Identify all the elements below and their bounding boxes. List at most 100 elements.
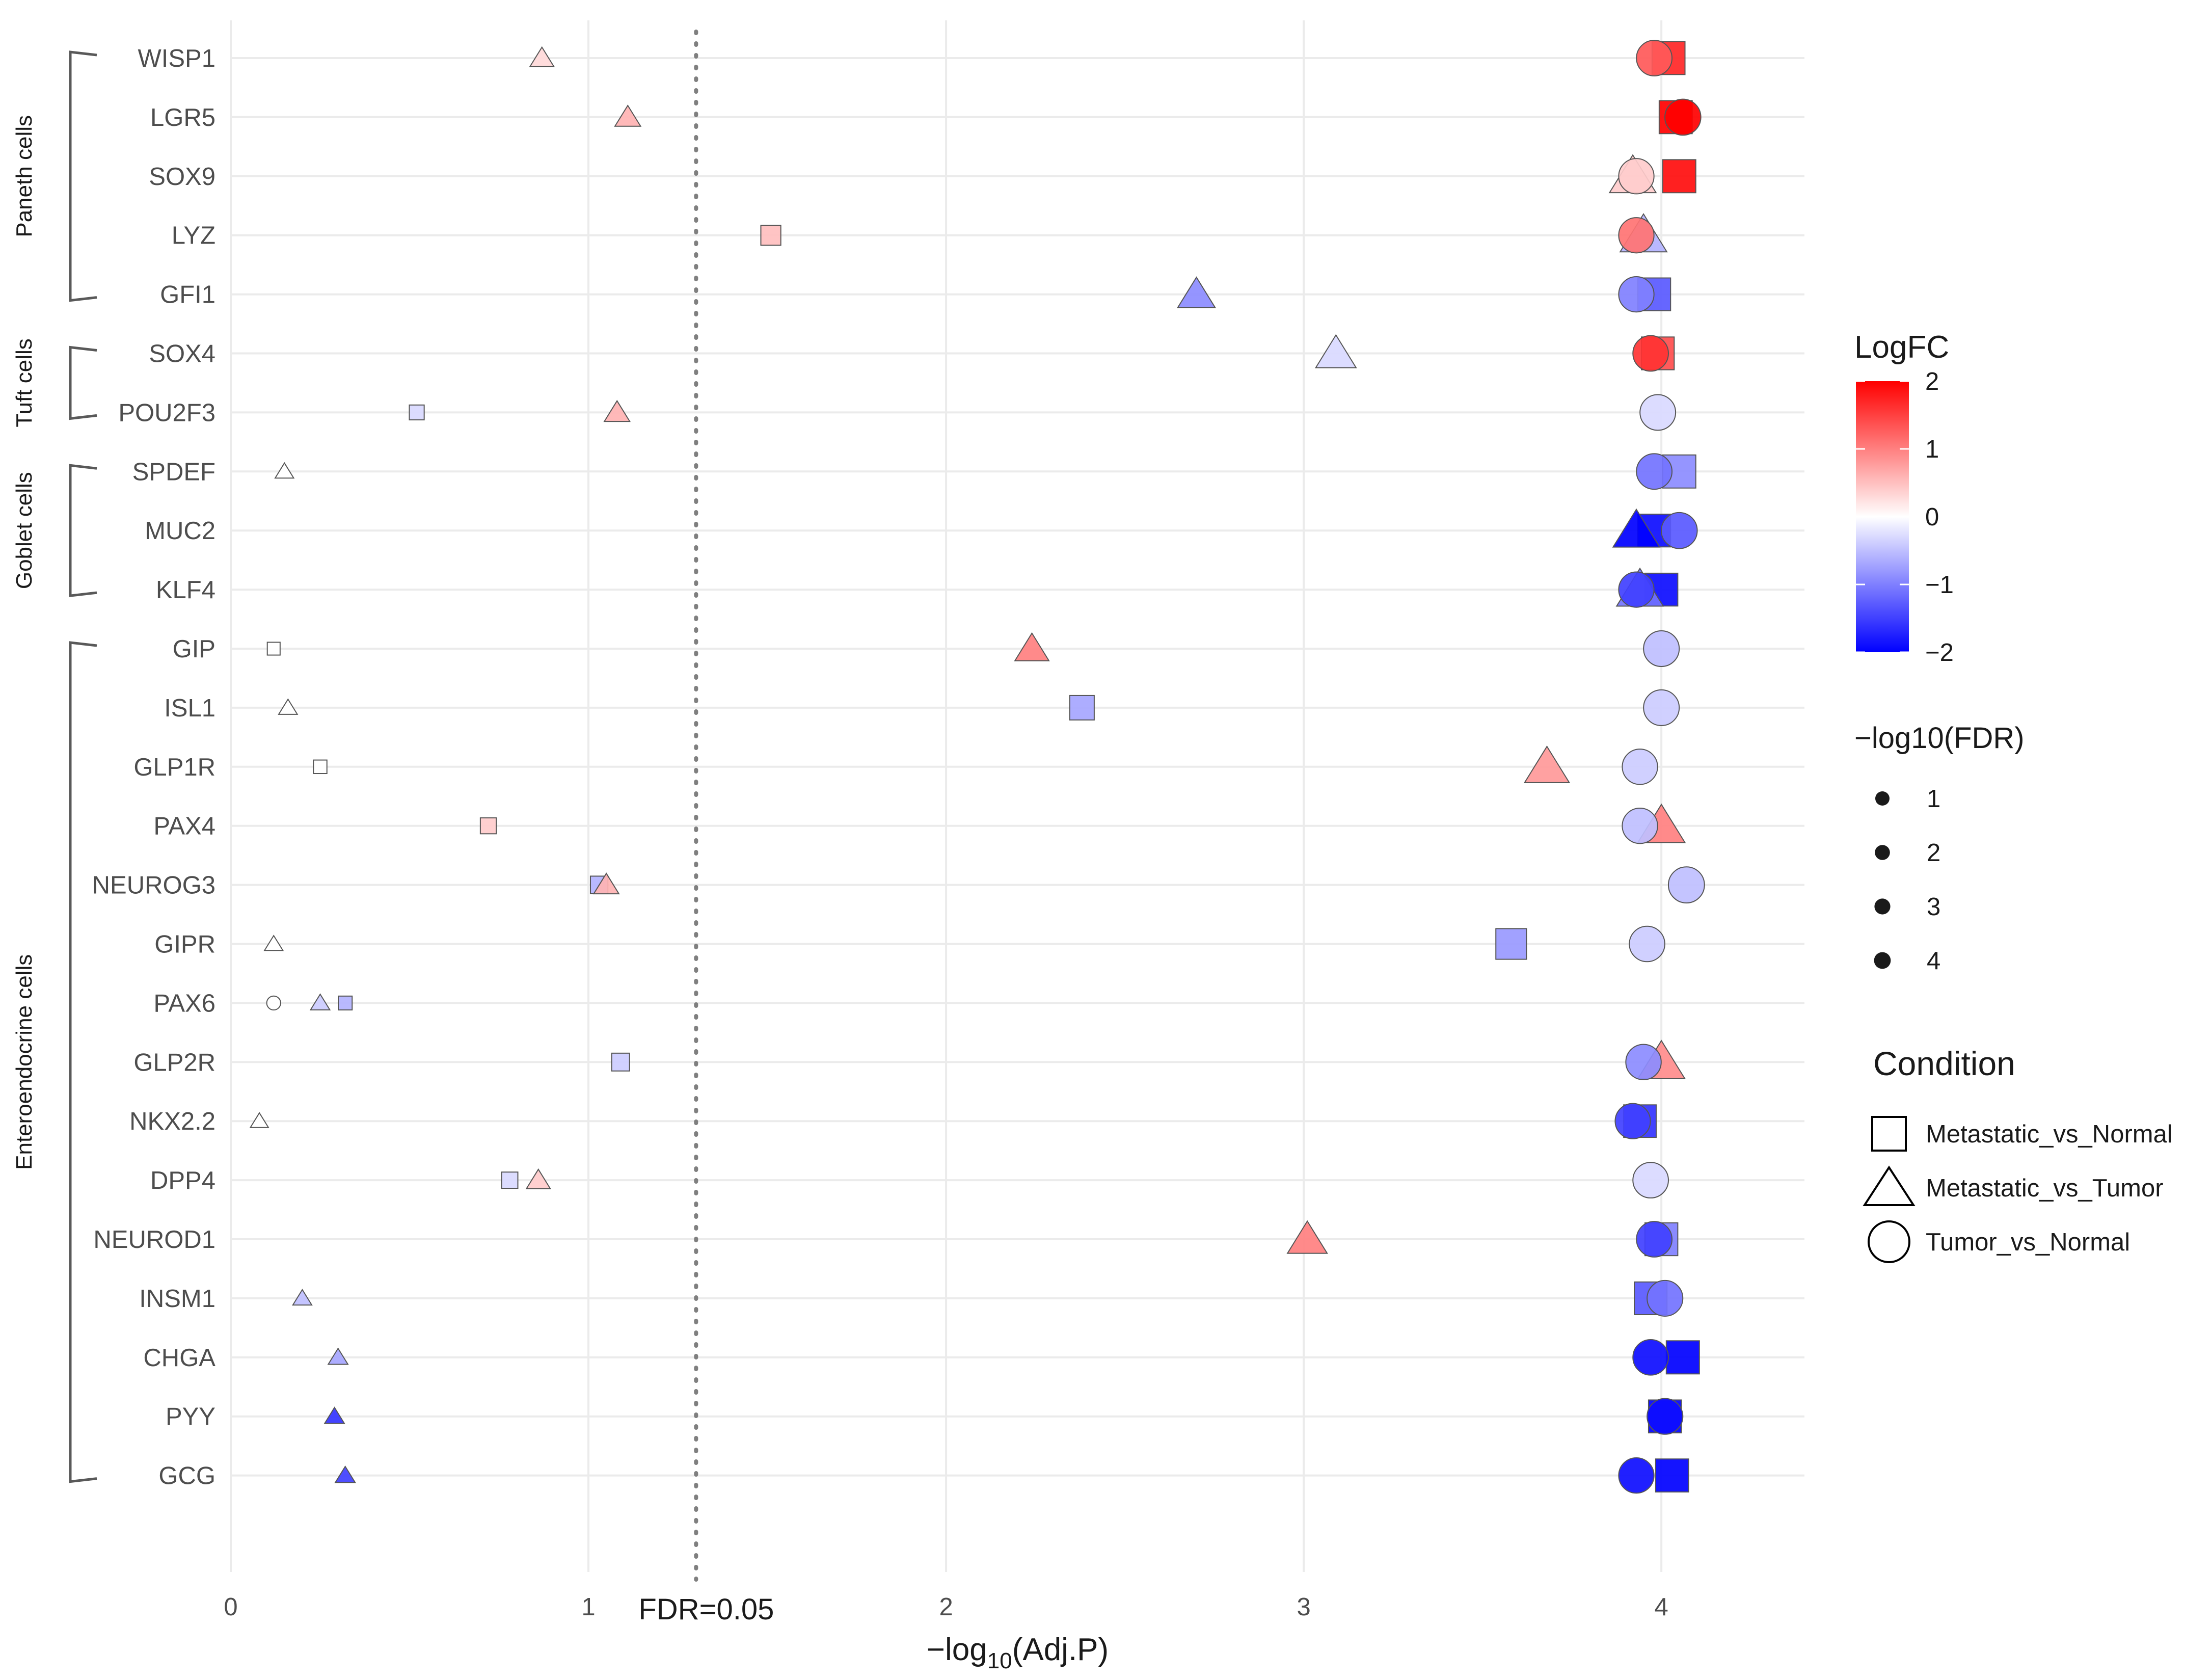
gene-label: INSM1: [139, 1285, 215, 1313]
colorbar-tick-label: 0: [1925, 503, 1939, 531]
point-glp1r-circle: [1622, 749, 1658, 785]
colorbar-tick-label: −2: [1925, 639, 1954, 666]
legend-circle-icon: [1868, 1220, 1910, 1263]
point-gip-circle: [1643, 630, 1680, 667]
gene-label: DPP4: [150, 1167, 215, 1194]
gene-label: SPDEF: [132, 458, 215, 486]
point-neurod1-triangle: [1286, 1220, 1328, 1254]
point-gcg-triangle: [334, 1465, 356, 1483]
gene-label: CHGA: [143, 1344, 215, 1372]
size-legend-dot: [1874, 952, 1891, 969]
gene-label: ISL1: [164, 695, 215, 722]
gene-label: NKX2.2: [129, 1108, 215, 1135]
gene-label: LGR5: [150, 104, 215, 131]
group-bracket: [69, 345, 97, 420]
colorbar-tick-label: −1: [1925, 571, 1954, 599]
point-neurog3-triangle: [592, 872, 620, 895]
group-label: Tuft cells: [12, 338, 37, 427]
colorbar-tick-label: 1: [1925, 436, 1939, 463]
group-bracket: [69, 641, 97, 1483]
colorbar-tick-label: 2: [1925, 368, 1939, 395]
legend-square-icon: [1871, 1116, 1907, 1152]
group-label: Paneth cells: [12, 115, 37, 237]
point-gipr-square: [1495, 928, 1527, 960]
point-gcg-square: [1655, 1458, 1689, 1492]
point-dpp4-square: [501, 1171, 519, 1189]
gene-label: MUC2: [145, 517, 215, 545]
shape-legend-label: Metastatic_vs_Normal: [1926, 1121, 2173, 1148]
point-pax4-square: [479, 817, 497, 835]
size-legend-label: 2: [1927, 839, 1940, 867]
point-nkx22-circle: [1614, 1103, 1651, 1139]
point-pyy-circle: [1647, 1398, 1684, 1435]
point-lgr5-circle: [1664, 98, 1702, 136]
point-gip-square: [266, 642, 281, 656]
y-axis-gene-labels: WISP1 LGR5 SOX9 LYZ GFI1 SOX4 POU2F3 SPDEF MUC2 K…: [92, 45, 216, 1490]
gene-label: PAX6: [153, 990, 215, 1017]
point-glp1r-triangle: [1523, 745, 1571, 783]
gene-label: GIP: [173, 635, 215, 663]
size-legend-title: −log10(FDR): [1854, 722, 2025, 755]
point-klf4-circle: [1618, 571, 1655, 608]
gene-label: NEUROD1: [93, 1226, 215, 1254]
point-sox4-triangle: [1314, 334, 1357, 368]
fdr-threshold-label: FDR=0.05: [638, 1593, 774, 1626]
gene-label: POU2F3: [118, 399, 215, 426]
size-legend-dot: [1875, 845, 1890, 860]
point-gfi1-triangle: [1176, 276, 1217, 308]
x-tick-label: 2: [939, 1593, 953, 1621]
gene-label: WISP1: [138, 45, 215, 72]
point-dpp4-triangle: [525, 1168, 551, 1189]
shape-legend-title: Condition: [1873, 1045, 2015, 1082]
x-tick-label: 0: [224, 1593, 237, 1621]
gene-label: PAX4: [153, 813, 215, 840]
point-glp1r-square: [313, 759, 328, 775]
point-sox9-square: [1662, 159, 1696, 194]
point-neurog3-circle: [1667, 866, 1705, 903]
gene-label: SOX4: [149, 340, 215, 368]
point-insm1-circle: [1647, 1279, 1684, 1317]
point-muc2-triangle: [1612, 508, 1661, 548]
grid-lines: [230, 20, 1804, 1572]
point-pou2f3-triangle: [603, 399, 631, 422]
x-tick-label: 1: [581, 1593, 595, 1621]
size-legend-label: 1: [1927, 785, 1940, 813]
x-axis-title: −log10(Adj.P): [927, 1632, 1109, 1673]
point-glp2r-circle: [1625, 1044, 1662, 1081]
point-wisp1-triangle: [529, 46, 555, 67]
point-lyz-square: [760, 225, 781, 246]
point-pou2f3-square: [409, 404, 425, 420]
point-neurod1-circle: [1636, 1221, 1673, 1258]
legends: LogFC 2 1 0 −1 −2 −log10(FDR) 1 2 3 4 Condition Meta…: [1854, 330, 2173, 1263]
group-bracket: [69, 50, 97, 302]
point-sox9-circle: [1618, 158, 1655, 195]
legend-triangle-icon: [1863, 1165, 1916, 1206]
gene-label: GFI1: [160, 281, 215, 309]
point-isl1-circle: [1643, 689, 1680, 726]
gene-label: GCG: [158, 1462, 215, 1490]
cell-type-groups: Paneth cells Tuft cells Goblet cells Entero…: [12, 50, 97, 1483]
group-bracket: [69, 464, 97, 597]
point-gfi1-circle: [1618, 276, 1655, 313]
point-insm1-triangle: [292, 1289, 313, 1306]
point-pax6-circle: [266, 995, 281, 1011]
logfc-legend-title: LogFC: [1854, 330, 1949, 365]
point-spdef-triangle: [274, 462, 295, 479]
shape-legend-label: Metastatic_vs_Tumor: [1926, 1175, 2164, 1202]
point-lyz-circle: [1618, 217, 1655, 254]
group-label: Goblet cells: [12, 472, 37, 589]
point-pou2f3-circle: [1639, 394, 1677, 431]
point-dpp4-circle: [1632, 1162, 1669, 1198]
point-chga-circle: [1632, 1339, 1669, 1376]
point-pax6-triangle: [309, 993, 331, 1010]
x-tick-label: 3: [1297, 1593, 1311, 1621]
point-lgr5-triangle: [614, 104, 642, 127]
size-legend-dot: [1874, 898, 1891, 915]
point-isl1-square: [1069, 695, 1095, 721]
group-label: Enteroendocrine cells: [12, 954, 37, 1170]
gene-label: LYZ: [172, 222, 215, 250]
gene-label: GLP1R: [133, 754, 215, 781]
x-axis: 0 1 2 3 4 FDR=0.05 −log10(Adj.P): [224, 1593, 1668, 1673]
point-isl1-triangle: [278, 698, 299, 715]
gene-label: PYY: [166, 1403, 215, 1431]
